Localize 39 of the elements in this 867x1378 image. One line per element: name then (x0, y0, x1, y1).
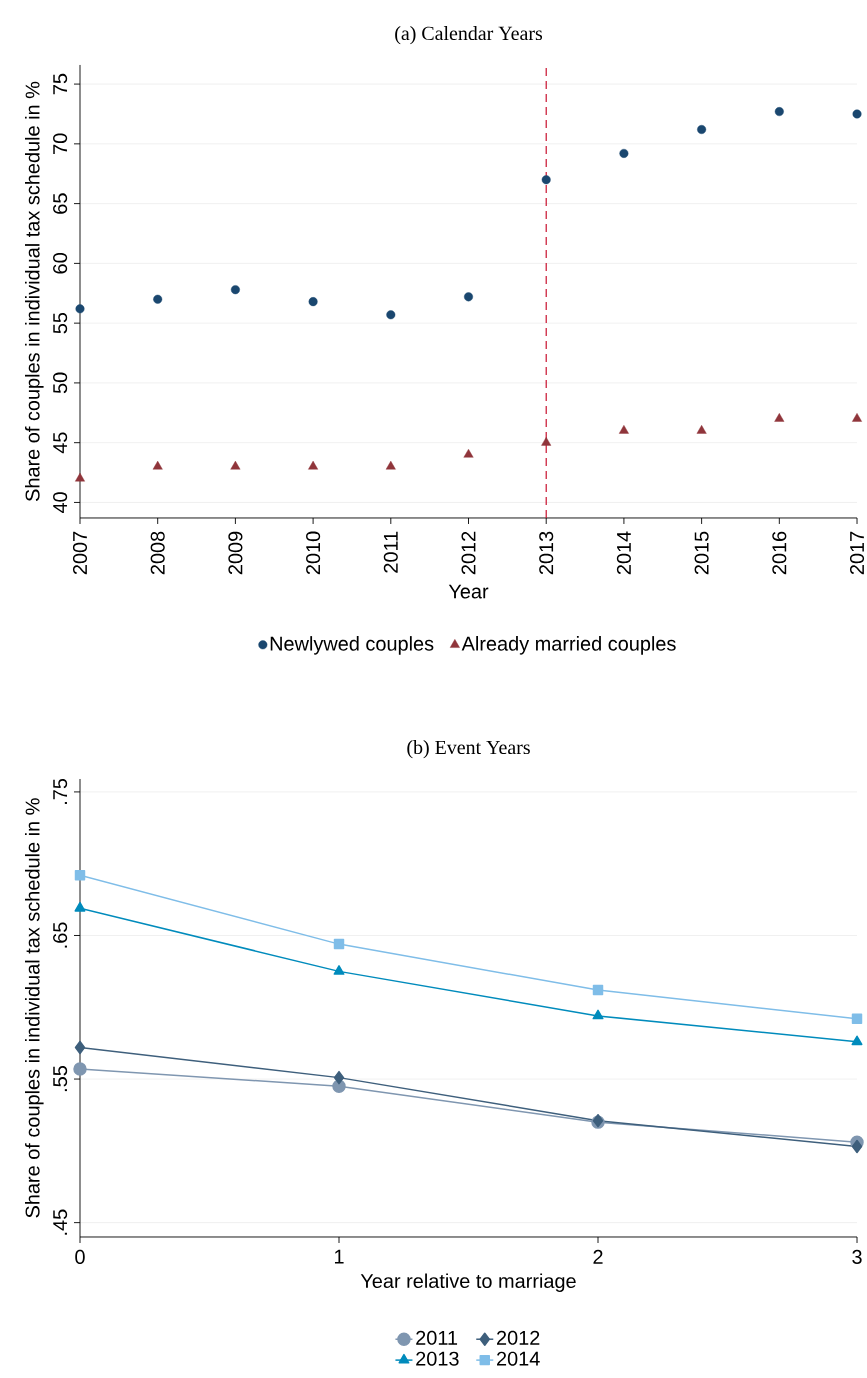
x-tick-label: 2017 (849, 531, 865, 575)
x-tick-label: 2012 (461, 531, 476, 575)
chart-title: (a) Calendar Years (395, 26, 543, 45)
y-tick-label: 60 (53, 253, 68, 274)
y-tick-label: 70 (53, 133, 68, 154)
legend-label: 2011 (416, 1330, 458, 1345)
x-tick-label: 2015 (694, 531, 709, 575)
y-tick-label: 40 (53, 492, 68, 514)
x-tick-label: 2 (593, 1249, 603, 1264)
y-tick-label: .65 (53, 922, 68, 948)
x-tick-label: 2014 (616, 531, 631, 575)
x-tick-label: 2010 (306, 531, 321, 575)
y-axis-title: Share of couples in individual tax schedule in % (25, 798, 44, 1218)
x-axis-title: Year relative to marriage (360, 1273, 576, 1293)
x-tick-label: 0 (75, 1249, 85, 1264)
y-tick-label: 50 (53, 372, 68, 394)
x-axis-title: Year (448, 584, 489, 599)
y-tick-label: 65 (53, 193, 68, 214)
y-tick-label: 45 (53, 432, 68, 454)
x-tick-label: 2011 (383, 531, 398, 573)
legend-label: 2013 (416, 1351, 459, 1366)
y-tick-label: .75 (53, 778, 68, 804)
y-tick-label: .55 (53, 1066, 68, 1092)
x-tick-label: 2013 (539, 531, 554, 575)
y-axis-title: Share of couples in individual tax schedule in % (25, 81, 44, 502)
x-tick-label: 1 (334, 1249, 344, 1264)
x-tick-label: 2007 (72, 531, 88, 575)
y-tick-label: 55 (53, 312, 68, 334)
x-tick-label: 3 (852, 1249, 862, 1264)
y-tick-label: 75 (53, 73, 68, 95)
legend-label: 2014 (497, 1351, 540, 1366)
x-tick-label: 2008 (150, 531, 165, 575)
legend-label: Newlywed couples (270, 636, 434, 655)
chart-title: (b) Event Years (407, 740, 530, 759)
legend-label: Already married couples (461, 636, 676, 655)
x-tick-label: 2016 (772, 531, 787, 575)
x-tick-label: 2009 (228, 531, 243, 575)
y-tick-label: .45 (53, 1209, 68, 1235)
legend-label: 2012 (497, 1330, 540, 1345)
